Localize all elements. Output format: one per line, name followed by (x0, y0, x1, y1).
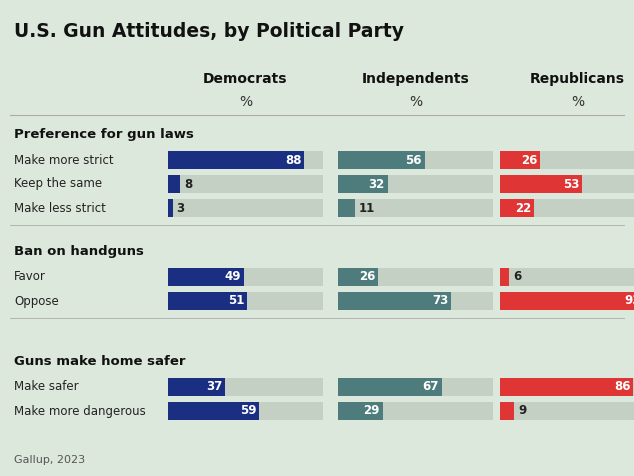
Text: Make safer: Make safer (14, 380, 79, 394)
Bar (500, 151, 634, 169)
Bar (338, 268, 378, 286)
Bar (338, 378, 493, 396)
Bar (338, 175, 387, 193)
Bar (500, 402, 514, 420)
Text: 51: 51 (228, 295, 244, 307)
Text: Favor: Favor (14, 270, 46, 284)
Text: 3: 3 (177, 201, 184, 215)
Text: 86: 86 (614, 380, 630, 394)
Text: 37: 37 (206, 380, 223, 394)
Bar (168, 402, 323, 420)
Bar (338, 378, 442, 396)
Bar (338, 199, 493, 217)
Bar (500, 175, 634, 193)
Bar (500, 292, 634, 310)
Bar (168, 268, 323, 286)
Text: 59: 59 (240, 405, 256, 417)
Bar (338, 292, 493, 310)
Text: Keep the same: Keep the same (14, 178, 102, 190)
Bar (168, 268, 244, 286)
Text: %: % (571, 95, 584, 109)
Bar (500, 378, 633, 396)
Bar (500, 402, 634, 420)
Bar (168, 199, 172, 217)
Text: 29: 29 (363, 405, 380, 417)
Text: 73: 73 (432, 295, 448, 307)
Text: Make more strict: Make more strict (14, 153, 113, 167)
Bar (500, 268, 509, 286)
Bar (168, 199, 323, 217)
Text: 26: 26 (521, 153, 537, 167)
Text: 93: 93 (624, 295, 634, 307)
Bar (500, 199, 534, 217)
Text: 53: 53 (563, 178, 579, 190)
Text: %: % (409, 95, 422, 109)
Bar (338, 151, 425, 169)
Bar (338, 402, 383, 420)
Text: Preference for gun laws: Preference for gun laws (14, 128, 194, 141)
Text: Gallup, 2023: Gallup, 2023 (14, 455, 85, 465)
Text: Ban on handguns: Ban on handguns (14, 245, 144, 258)
Bar (500, 175, 582, 193)
Text: Make less strict: Make less strict (14, 201, 106, 215)
Bar (500, 151, 540, 169)
Bar (338, 402, 493, 420)
Bar (500, 268, 634, 286)
Bar (500, 292, 634, 310)
Bar (168, 378, 225, 396)
Bar (168, 292, 247, 310)
Bar (168, 151, 323, 169)
Text: 9: 9 (518, 405, 526, 417)
Bar (338, 292, 451, 310)
Bar (338, 199, 355, 217)
Bar (168, 175, 323, 193)
Text: Independents: Independents (361, 72, 469, 86)
Text: 88: 88 (285, 153, 301, 167)
Text: 11: 11 (359, 201, 375, 215)
Text: 56: 56 (405, 153, 422, 167)
Text: 22: 22 (515, 201, 531, 215)
Bar (168, 292, 323, 310)
Bar (338, 175, 493, 193)
Text: %: % (239, 95, 252, 109)
Bar (168, 378, 323, 396)
Bar (168, 151, 304, 169)
Bar (168, 175, 181, 193)
Bar (500, 199, 634, 217)
Text: 49: 49 (224, 270, 241, 284)
Bar (500, 378, 634, 396)
Text: 8: 8 (184, 178, 193, 190)
Text: Democrats: Democrats (204, 72, 288, 86)
Text: Guns make home safer: Guns make home safer (14, 355, 186, 368)
Text: Make more dangerous: Make more dangerous (14, 405, 146, 417)
Text: Oppose: Oppose (14, 295, 59, 307)
Text: 67: 67 (422, 380, 439, 394)
Text: 26: 26 (359, 270, 375, 284)
Bar (338, 268, 493, 286)
Bar (168, 402, 259, 420)
Bar (338, 151, 493, 169)
Text: Republicans: Republicans (530, 72, 625, 86)
Text: 6: 6 (514, 270, 522, 284)
Text: 32: 32 (368, 178, 385, 190)
Text: U.S. Gun Attitudes, by Political Party: U.S. Gun Attitudes, by Political Party (14, 22, 404, 41)
